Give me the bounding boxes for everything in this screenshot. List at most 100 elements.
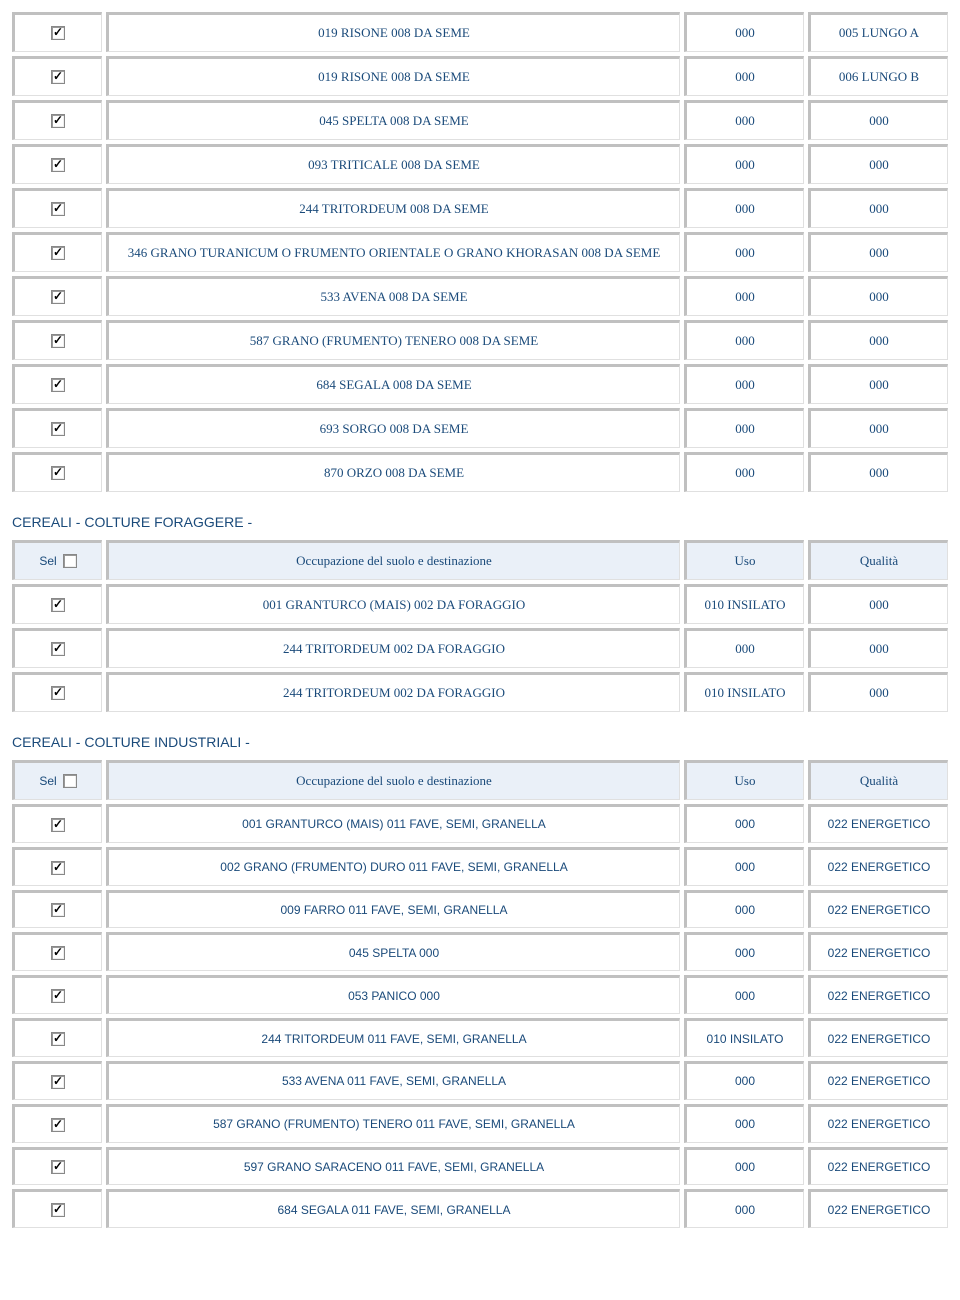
row-checkbox[interactable] [51, 422, 65, 436]
row-select-cell [12, 408, 102, 448]
col-header-qual: Qualità [808, 760, 948, 800]
table-row: 053 PANICO 000000022 ENERGETICO [12, 975, 948, 1014]
row-desc: 587 GRANO (FRUMENTO) TENERO 011 FAVE, SE… [106, 1104, 680, 1143]
row-checkbox[interactable] [51, 1160, 65, 1174]
table-row: 693 SORGO 008 DA SEME000000 [12, 408, 948, 448]
foraggere-table: Sel Occupazione del suolo e destinazione… [8, 536, 952, 716]
select-all-checkbox[interactable] [63, 774, 77, 788]
row-desc: 244 TRITORDEUM 002 DA FORAGGIO [106, 672, 680, 712]
row-qual: 005 LUNGO A [808, 12, 948, 52]
col-header-sel: Sel [12, 760, 102, 800]
row-uso: 000 [684, 1189, 804, 1228]
table-row: 019 RISONE 008 DA SEME000005 LUNGO A [12, 12, 948, 52]
col-header-desc: Occupazione del suolo e destinazione [106, 760, 680, 800]
table-row: 346 GRANO TURANICUM O FRUMENTO ORIENTALE… [12, 232, 948, 272]
row-qual: 000 [808, 584, 948, 624]
row-select-cell [12, 628, 102, 668]
table-row: 045 SPELTA 008 DA SEME000000 [12, 100, 948, 140]
row-select-cell [12, 320, 102, 360]
row-desc: 002 GRANO (FRUMENTO) DURO 011 FAVE, SEMI… [106, 847, 680, 886]
row-desc: 693 SORGO 008 DA SEME [106, 408, 680, 448]
row-desc: 019 RISONE 008 DA SEME [106, 56, 680, 96]
table-row: 587 GRANO (FRUMENTO) TENERO 011 FAVE, SE… [12, 1104, 948, 1143]
row-desc: 870 ORZO 008 DA SEME [106, 452, 680, 492]
select-all-checkbox[interactable] [63, 554, 77, 568]
row-select-cell [12, 890, 102, 929]
row-checkbox[interactable] [51, 70, 65, 84]
table-row: 244 TRITORDEUM 011 FAVE, SEMI, GRANELLA0… [12, 1018, 948, 1057]
row-desc: 244 TRITORDEUM 002 DA FORAGGIO [106, 628, 680, 668]
table-row: 244 TRITORDEUM 002 DA FORAGGIO010 INSILA… [12, 672, 948, 712]
row-desc: 053 PANICO 000 [106, 975, 680, 1014]
row-checkbox[interactable] [51, 598, 65, 612]
row-checkbox[interactable] [51, 378, 65, 392]
row-checkbox[interactable] [51, 686, 65, 700]
row-checkbox[interactable] [51, 903, 65, 917]
row-uso: 000 [684, 188, 804, 228]
row-select-cell [12, 100, 102, 140]
row-uso: 000 [684, 144, 804, 184]
row-qual: 022 ENERGETICO [808, 975, 948, 1014]
col-header-uso: Uso [684, 540, 804, 580]
row-desc: 244 TRITORDEUM 008 DA SEME [106, 188, 680, 228]
row-checkbox[interactable] [51, 642, 65, 656]
row-qual: 022 ENERGETICO [808, 847, 948, 886]
row-checkbox[interactable] [51, 158, 65, 172]
row-qual: 022 ENERGETICO [808, 1061, 948, 1100]
row-checkbox[interactable] [51, 1203, 65, 1217]
row-qual: 022 ENERGETICO [808, 1189, 948, 1228]
row-checkbox[interactable] [51, 466, 65, 480]
row-checkbox[interactable] [51, 246, 65, 260]
row-checkbox[interactable] [51, 202, 65, 216]
row-checkbox[interactable] [51, 989, 65, 1003]
row-uso: 000 [684, 232, 804, 272]
row-checkbox[interactable] [51, 1118, 65, 1132]
row-select-cell [12, 804, 102, 843]
section-title-industriali: CEREALI - COLTURE INDUSTRIALI - [12, 734, 952, 750]
table-row: 684 SEGALA 011 FAVE, SEMI, GRANELLA00002… [12, 1189, 948, 1228]
row-qual: 000 [808, 452, 948, 492]
row-qual: 022 ENERGETICO [808, 1147, 948, 1186]
row-checkbox[interactable] [51, 26, 65, 40]
row-select-cell [12, 1104, 102, 1143]
row-checkbox[interactable] [51, 861, 65, 875]
row-uso: 000 [684, 452, 804, 492]
row-select-cell [12, 975, 102, 1014]
table-row: 093 TRITICALE 008 DA SEME000000 [12, 144, 948, 184]
row-select-cell [12, 364, 102, 404]
row-select-cell [12, 188, 102, 228]
row-select-cell [12, 276, 102, 316]
row-qual: 000 [808, 144, 948, 184]
row-uso: 000 [684, 847, 804, 886]
row-desc: 597 GRANO SARACENO 011 FAVE, SEMI, GRANE… [106, 1147, 680, 1186]
row-select-cell [12, 1018, 102, 1057]
row-checkbox[interactable] [51, 114, 65, 128]
row-qual: 022 ENERGETICO [808, 804, 948, 843]
row-checkbox[interactable] [51, 818, 65, 832]
row-checkbox[interactable] [51, 290, 65, 304]
row-uso: 000 [684, 890, 804, 929]
row-uso: 010 INSILATO [684, 584, 804, 624]
row-desc: 533 AVENA 011 FAVE, SEMI, GRANELLA [106, 1061, 680, 1100]
row-uso: 000 [684, 12, 804, 52]
row-qual: 000 [808, 672, 948, 712]
row-uso: 000 [684, 932, 804, 971]
row-select-cell [12, 1147, 102, 1186]
row-desc: 587 GRANO (FRUMENTO) TENERO 008 DA SEME [106, 320, 680, 360]
row-qual: 006 LUNGO B [808, 56, 948, 96]
row-qual: 022 ENERGETICO [808, 932, 948, 971]
table-row: 533 AVENA 011 FAVE, SEMI, GRANELLA000022… [12, 1061, 948, 1100]
table-row: 244 TRITORDEUM 008 DA SEME000000 [12, 188, 948, 228]
row-desc: 346 GRANO TURANICUM O FRUMENTO ORIENTALE… [106, 232, 680, 272]
row-checkbox[interactable] [51, 1075, 65, 1089]
row-desc: 244 TRITORDEUM 011 FAVE, SEMI, GRANELLA [106, 1018, 680, 1057]
row-checkbox[interactable] [51, 946, 65, 960]
row-uso: 000 [684, 276, 804, 316]
row-qual: 000 [808, 628, 948, 668]
row-checkbox[interactable] [51, 1032, 65, 1046]
row-uso: 000 [684, 1147, 804, 1186]
row-uso: 000 [684, 364, 804, 404]
row-qual: 000 [808, 188, 948, 228]
row-select-cell [12, 232, 102, 272]
row-checkbox[interactable] [51, 334, 65, 348]
